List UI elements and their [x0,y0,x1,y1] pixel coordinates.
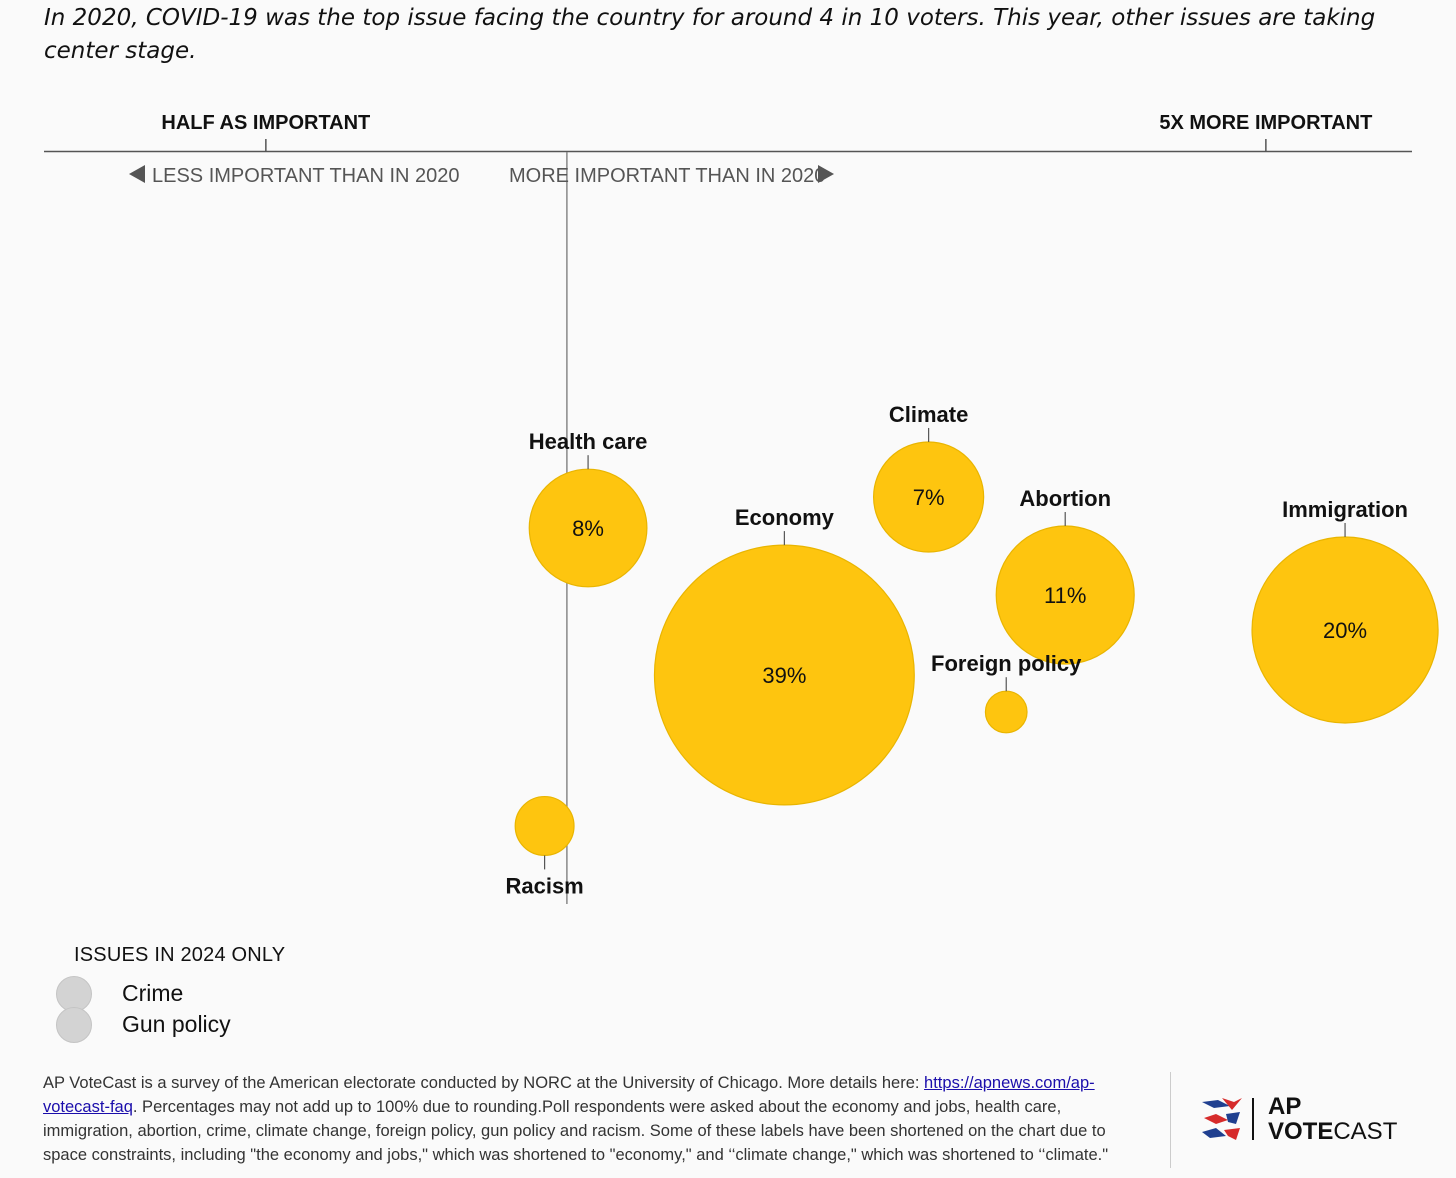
issue-label: Racism [505,873,583,898]
footnote: AP VoteCast is a survey of the American … [43,1071,1133,1167]
logo-vote: VOTE [1268,1118,1334,1145]
x-tick-label: HALF AS IMPORTANT [161,112,370,134]
issue-label: Climate [889,402,968,427]
direction-right: MORE IMPORTANT THAN IN 2020 [509,165,834,187]
bubble-group-racism: Racism [505,795,584,898]
bubble-chart: HALF AS IMPORTANT 5X MORE IMPORTANT LESS … [44,112,1439,904]
legend-title: ISSUES IN 2024 ONLY [74,944,286,966]
left-arrow-icon [129,165,145,183]
stars-icon [1202,1098,1242,1140]
issue-label: Economy [735,505,835,530]
bubble-group-economy: 39% Economy [653,505,915,806]
legend-swatch [56,976,92,1012]
logo-cast: CAST [1333,1118,1398,1145]
legend-label: Gun policy [122,1011,231,1037]
faq-link[interactable]: https://apnews.com/ap-votecast-faq [43,1074,1095,1116]
left-direction-label: LESS IMPORTANT THAN IN 2020 [152,165,460,187]
bubbles: 8% Health care 39% Economy 7% Climate 11% Abort… [505,402,1439,898]
issue-label: Abortion [1019,486,1111,511]
bubble-group-climate: 7% Climate [872,402,985,553]
issue-label: Foreign policy [931,651,1082,676]
right-direction-label: MORE IMPORTANT THAN IN 2020 [509,165,825,187]
legend-swatch [56,1007,92,1043]
logo-separator [1252,1098,1254,1140]
bubble-value-label: 11% [1044,583,1086,608]
bubble-foreign-policy [984,690,1028,734]
bubble-group-health-care: 8% Health care [528,429,648,588]
bubble-value-label: 20% [1323,618,1367,643]
bubble-value-label: 39% [762,663,806,688]
bubble-value-label: 7% [913,485,945,510]
legend-label: Crime [122,980,184,1006]
axis-ticks: HALF AS IMPORTANT 5X MORE IMPORTANT [161,112,1372,152]
issue-label: Health care [529,429,648,454]
ap-votecast-logo: AP VOTECAST [1200,1093,1397,1146]
bubble-group-immigration: 20% Immigration [1251,497,1439,724]
issue-label: Immigration [1282,497,1408,522]
logo-ap: AP [1268,1093,1302,1120]
footnote-intro: AP VoteCast is a survey of the American … [43,1074,925,1092]
bubble-group-foreign-policy: Foreign policy [931,651,1082,734]
bubble-group-abortion: 11% Abortion [995,486,1135,665]
bubble-value-label: 8% [572,516,604,541]
logo-votecast: VOTECAST [1268,1119,1397,1145]
bubble-racism [514,795,575,857]
footer-divider [1170,1072,1171,1168]
direction-left: LESS IMPORTANT THAN IN 2020 [129,165,460,187]
right-arrow-icon [818,165,834,183]
x-tick-label: 5X MORE IMPORTANT [1159,112,1372,134]
footnote-body: . Percentages may not add up to 100% due… [43,1098,1109,1164]
chart-subtitle: In 2020, COVID-19 was the top issue faci… [44,5,1376,64]
